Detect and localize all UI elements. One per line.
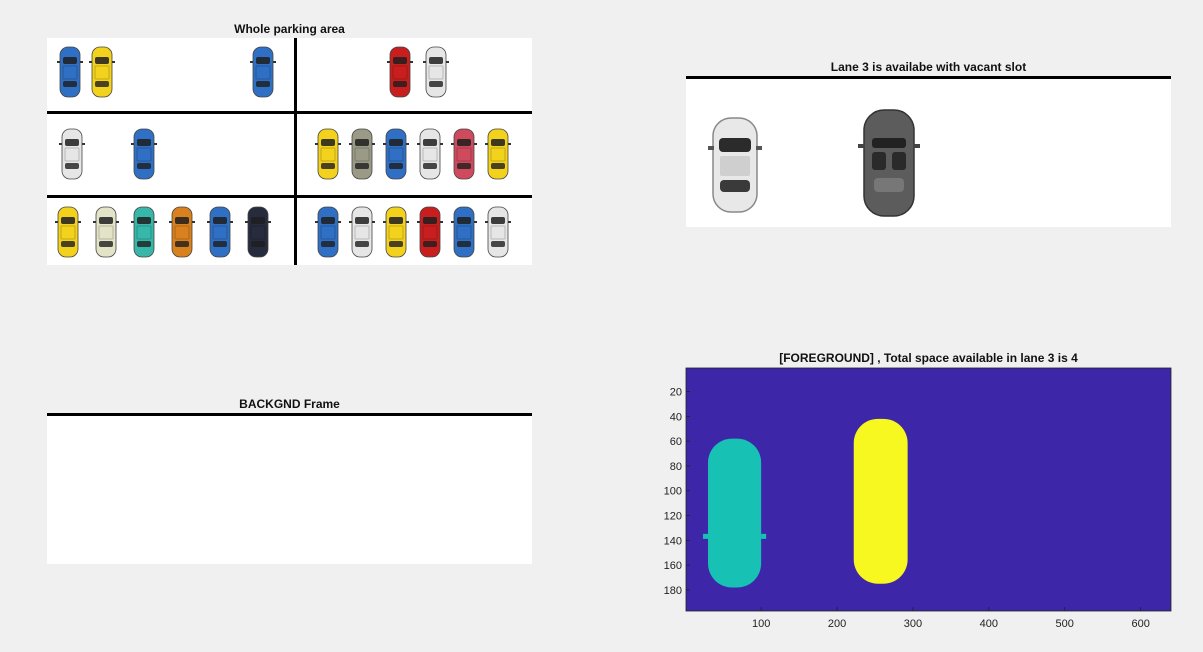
- yellow-car-icon: [55, 206, 81, 258]
- white-car-icon: [708, 117, 762, 213]
- foreground-chart: 100 200 300 400 500 600 20 40 60 80 100 120 140 160 18…: [664, 367, 1172, 630]
- lane-divider-1: [47, 111, 532, 114]
- grey-convertible-car-icon: [858, 109, 920, 217]
- blue-car-icon: [383, 128, 409, 180]
- white-car-icon: [349, 206, 375, 258]
- blue-car-icon: [250, 46, 276, 98]
- blob-1-mirror-left: [703, 533, 709, 539]
- background-frame-title: BACKGND Frame: [239, 397, 340, 411]
- y-tick-label-60: 60: [670, 436, 682, 448]
- blue-car-icon: [207, 206, 233, 258]
- white-car-icon: [59, 128, 85, 180]
- pink-car-icon: [451, 128, 477, 180]
- y-tick-label-140: 140: [664, 535, 682, 547]
- y-tick-label-40: 40: [670, 411, 682, 423]
- lane3-top-line: [686, 76, 1171, 79]
- background-frame-image: [47, 413, 532, 564]
- y-tick-label-180: 180: [664, 585, 682, 597]
- x-tick-label-200: 200: [828, 618, 846, 630]
- foreground-blob-1: [708, 438, 762, 588]
- red-car-icon: [387, 46, 413, 98]
- foreground-blob-2: [853, 418, 908, 584]
- white-car-icon: [485, 206, 511, 258]
- whole-parking-title: Whole parking area: [234, 22, 345, 36]
- blue-car-icon: [451, 206, 477, 258]
- background-top-line: [47, 413, 532, 416]
- lane-divider-vertical: [294, 38, 297, 265]
- white-car-icon: [423, 46, 449, 98]
- y-tick-label-120: 120: [664, 511, 682, 523]
- x-tick-label-400: 400: [980, 618, 998, 630]
- blue-car-icon: [57, 46, 83, 98]
- white-car-icon: [417, 128, 443, 180]
- orange-car-icon: [169, 206, 195, 258]
- blue-car-icon: [315, 206, 341, 258]
- yellow-car-icon: [383, 206, 409, 258]
- x-tick-label-600: 600: [1131, 618, 1149, 630]
- yellow-car-icon: [315, 128, 341, 180]
- teal-car-icon: [131, 206, 157, 258]
- x-tick-label-500: 500: [1056, 618, 1074, 630]
- y-tick-label-20: 20: [670, 387, 682, 399]
- lane-divider-2: [47, 195, 532, 198]
- red-car-icon: [417, 206, 443, 258]
- lane3-title: Lane 3 is availabe with vacant slot: [830, 60, 1027, 74]
- lane3-image: [686, 76, 1171, 227]
- x-tick-label-100: 100: [752, 618, 770, 630]
- foreground-title: [FOREGROUND] , Total space available in …: [779, 351, 1078, 365]
- yellow-car-icon: [485, 128, 511, 180]
- blob-1-mirror-right: [761, 533, 767, 539]
- beige-car-icon: [93, 206, 119, 258]
- y-tick-label-80: 80: [670, 461, 682, 473]
- y-tick-label-100: 100: [664, 486, 682, 498]
- blue-car-icon: [131, 128, 157, 180]
- police-car-icon: [245, 206, 271, 258]
- y-tick-label-160: 160: [664, 560, 682, 572]
- yellow-car-icon: [89, 46, 115, 98]
- x-tick-label-300: 300: [904, 618, 922, 630]
- grey-car-icon: [349, 128, 375, 180]
- whole-parking-image: [47, 38, 532, 265]
- plot-frame: [685, 367, 1172, 612]
- plot-background: [686, 368, 1171, 611]
